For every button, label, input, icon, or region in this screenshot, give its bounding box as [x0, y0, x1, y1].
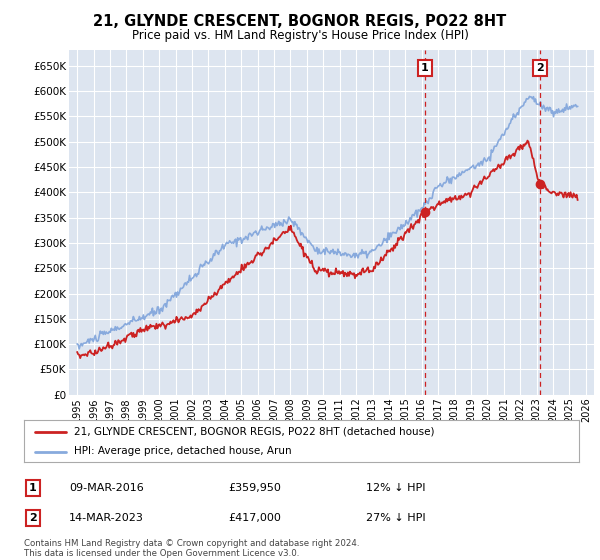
Text: 09-MAR-2016: 09-MAR-2016 [69, 483, 144, 493]
Text: 1: 1 [29, 483, 37, 493]
Text: 21, GLYNDE CRESCENT, BOGNOR REGIS, PO22 8HT: 21, GLYNDE CRESCENT, BOGNOR REGIS, PO22 … [94, 14, 506, 29]
Text: 21, GLYNDE CRESCENT, BOGNOR REGIS, PO22 8HT (detached house): 21, GLYNDE CRESCENT, BOGNOR REGIS, PO22 … [74, 427, 434, 437]
Text: 14-MAR-2023: 14-MAR-2023 [69, 513, 144, 523]
Text: 12% ↓ HPI: 12% ↓ HPI [366, 483, 425, 493]
Text: Contains HM Land Registry data © Crown copyright and database right 2024.
This d: Contains HM Land Registry data © Crown c… [24, 539, 359, 558]
Text: £359,950: £359,950 [228, 483, 281, 493]
Text: £417,000: £417,000 [228, 513, 281, 523]
Text: Price paid vs. HM Land Registry's House Price Index (HPI): Price paid vs. HM Land Registry's House … [131, 29, 469, 43]
Text: HPI: Average price, detached house, Arun: HPI: Average price, detached house, Arun [74, 446, 292, 456]
Text: 1: 1 [421, 63, 429, 73]
Text: 2: 2 [29, 513, 37, 523]
Text: 27% ↓ HPI: 27% ↓ HPI [366, 513, 425, 523]
Text: 2: 2 [536, 63, 544, 73]
